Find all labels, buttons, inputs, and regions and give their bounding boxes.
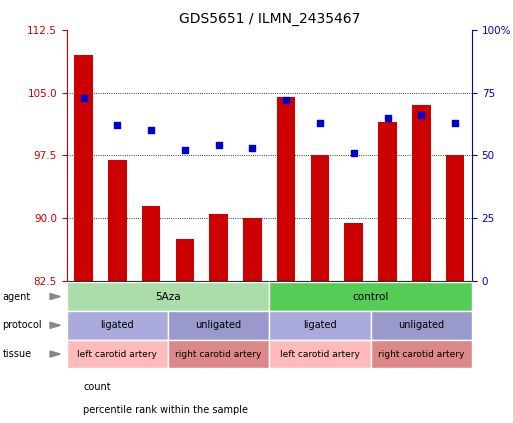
- Bar: [311, 156, 329, 281]
- Bar: [108, 159, 127, 281]
- Text: control: control: [352, 291, 389, 302]
- Text: unligated: unligated: [398, 320, 444, 330]
- Bar: [74, 55, 93, 281]
- Bar: [243, 218, 262, 281]
- Bar: [412, 105, 430, 281]
- Text: unligated: unligated: [195, 320, 242, 330]
- Bar: [277, 97, 295, 281]
- Bar: [344, 222, 363, 281]
- Point: [383, 114, 391, 121]
- Point: [350, 150, 358, 157]
- Text: right carotid artery: right carotid artery: [175, 349, 262, 359]
- Polygon shape: [50, 294, 60, 299]
- Point: [316, 119, 324, 126]
- Text: left carotid artery: left carotid artery: [280, 349, 360, 359]
- Text: tissue: tissue: [3, 349, 32, 359]
- Bar: [209, 214, 228, 281]
- Bar: [446, 156, 464, 281]
- Polygon shape: [50, 322, 60, 328]
- Text: left carotid artery: left carotid artery: [77, 349, 157, 359]
- Title: GDS5651 / ILMN_2435467: GDS5651 / ILMN_2435467: [179, 12, 360, 26]
- Point: [417, 112, 425, 118]
- Text: ligated: ligated: [101, 320, 134, 330]
- Point: [181, 147, 189, 154]
- Text: protocol: protocol: [3, 320, 42, 330]
- Bar: [142, 206, 161, 281]
- Bar: [378, 122, 397, 281]
- Point: [113, 122, 122, 129]
- Point: [282, 97, 290, 104]
- Text: right carotid artery: right carotid artery: [378, 349, 464, 359]
- Point: [248, 145, 256, 151]
- Polygon shape: [50, 351, 60, 357]
- Text: percentile rank within the sample: percentile rank within the sample: [83, 405, 248, 415]
- Point: [451, 119, 459, 126]
- Text: count: count: [83, 382, 111, 392]
- Text: ligated: ligated: [303, 320, 337, 330]
- Text: 5Aza: 5Aza: [155, 291, 181, 302]
- Point: [80, 94, 88, 101]
- Point: [214, 142, 223, 149]
- Bar: [175, 239, 194, 281]
- Point: [147, 127, 155, 134]
- Text: agent: agent: [3, 291, 31, 302]
